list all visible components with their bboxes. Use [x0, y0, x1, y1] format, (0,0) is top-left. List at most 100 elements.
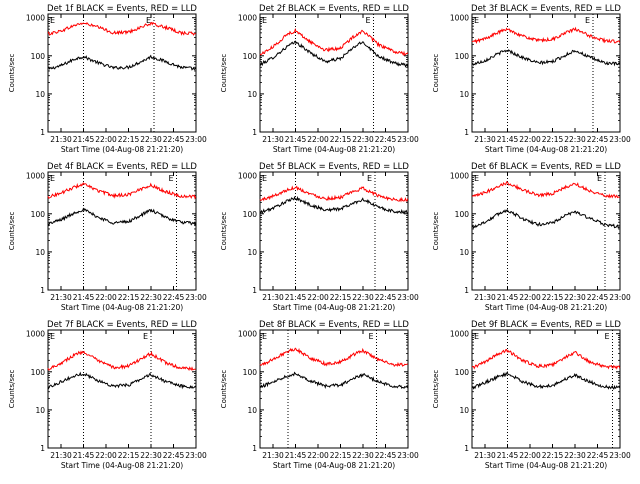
- x-tick-label: 22:45: [375, 293, 397, 302]
- panel-4: Det 4f BLACK = Events, RED = LLD 1 10 100 10…: [8, 162, 207, 312]
- x-tick-label: 22:15: [542, 451, 564, 460]
- y-tick-label: 10: [247, 90, 257, 99]
- series-line-events: [259, 40, 409, 68]
- marker-label: E: [366, 16, 371, 25]
- panel-title: Det 8f BLACK = Events, RED = LLD: [259, 320, 409, 330]
- plot-frame: [471, 13, 621, 133]
- x-tick-label: 21:45: [285, 293, 307, 302]
- x-tick-label: 21:30: [474, 451, 496, 460]
- x-tick-label: 22:45: [587, 135, 609, 144]
- y-axis-label: Counts/sec: [432, 370, 440, 409]
- series-line-lld: [259, 185, 409, 203]
- marker-label: E: [262, 332, 267, 341]
- panel-7: Det 7f BLACK = Events, RED = LLD 1 10 100 10…: [8, 320, 207, 470]
- x-tick-label: 21:45: [497, 451, 519, 460]
- series-line-lld: [471, 348, 621, 370]
- y-tick-label: 1: [40, 128, 45, 137]
- y-tick-label: 100: [243, 210, 258, 219]
- y-tick-label: 10: [459, 90, 469, 99]
- x-tick-label: 22:15: [542, 135, 564, 144]
- series-line-lld: [259, 347, 409, 367]
- x-tick-label: 22:30: [140, 135, 162, 144]
- x-tick-label: 21:45: [285, 451, 307, 460]
- y-tick-label: 1000: [238, 172, 257, 181]
- x-tick-label: 21:30: [50, 451, 72, 460]
- x-tick-label: 23:00: [397, 135, 419, 144]
- x-tick-label: 21:45: [285, 135, 307, 144]
- y-tick-label: 1: [40, 286, 45, 295]
- x-tick-label: 21:45: [73, 451, 95, 460]
- y-tick-label: 1000: [450, 14, 469, 23]
- x-tick-label: 22:45: [375, 135, 397, 144]
- series-line-events: [471, 49, 621, 67]
- x-axis-label: Start Time (04-Aug-08 21:21:20): [485, 145, 607, 154]
- y-tick-label: 1: [464, 286, 469, 295]
- panel-title: Det 3f BLACK = Events, RED = LLD: [471, 4, 621, 14]
- marker-label: E: [262, 174, 267, 183]
- y-tick-label: 10: [459, 248, 469, 257]
- x-tick-label: 22:45: [375, 451, 397, 460]
- series-line-events: [471, 208, 620, 229]
- y-tick-label: 1000: [450, 172, 469, 181]
- x-tick-label: 22:45: [587, 451, 609, 460]
- marker-label: E: [50, 174, 55, 183]
- x-tick-label: 22:00: [307, 293, 329, 302]
- y-tick-label: 100: [455, 52, 470, 61]
- y-tick-label: 1000: [26, 172, 45, 181]
- x-axis-label: Start Time (04-Aug-08 21:21:20): [61, 145, 183, 154]
- y-tick-label: 1000: [238, 14, 257, 23]
- x-tick-label: 21:30: [262, 451, 284, 460]
- panel-title: Det 6f BLACK = Events, RED = LLD: [471, 162, 621, 172]
- x-tick-label: 22:45: [163, 451, 185, 460]
- marker-label: E: [262, 16, 267, 25]
- panel-title: Det 1f BLACK = Events, RED = LLD: [47, 4, 197, 14]
- marker-label: E: [597, 174, 602, 183]
- y-tick-label: 1: [464, 128, 469, 137]
- x-tick-label: 22:30: [352, 135, 374, 144]
- marker-label: E: [474, 174, 479, 183]
- y-tick-label: 1: [252, 286, 257, 295]
- y-tick-label: 1: [40, 444, 45, 453]
- y-tick-label: 10: [247, 248, 257, 257]
- x-tick-label: 22:45: [587, 293, 609, 302]
- x-tick-label: 23:00: [185, 135, 207, 144]
- x-tick-label: 22:00: [307, 135, 329, 144]
- panel-8: Det 8f BLACK = Events, RED = LLD 1 10 100 10…: [220, 320, 419, 470]
- x-tick-label: 23:00: [397, 293, 419, 302]
- x-tick-label: 23:00: [609, 451, 631, 460]
- x-tick-label: 21:30: [474, 135, 496, 144]
- x-tick-label: 23:00: [185, 293, 207, 302]
- panel-1: Det 1f BLACK = Events, RED = LLD 1 10 100 10…: [8, 4, 207, 154]
- y-tick-label: 100: [455, 210, 470, 219]
- y-axis-label: Counts/sec: [220, 54, 228, 93]
- panel-title: Det 2f BLACK = Events, RED = LLD: [259, 4, 409, 14]
- x-tick-label: 22:30: [564, 135, 586, 144]
- panel-title: Det 5f BLACK = Events, RED = LLD: [259, 162, 409, 172]
- y-axis-label: Counts/sec: [432, 212, 440, 251]
- plot-frame: [47, 13, 197, 133]
- x-tick-label: 22:30: [564, 293, 586, 302]
- series-line-events: [471, 370, 621, 390]
- y-tick-label: 10: [35, 406, 45, 415]
- y-tick-label: 100: [455, 368, 470, 377]
- x-tick-label: 21:45: [497, 293, 519, 302]
- y-tick-label: 100: [31, 368, 46, 377]
- marker-label: E: [585, 16, 590, 25]
- x-axis-label: Start Time (04-Aug-08 21:21:20): [485, 461, 607, 470]
- series-line-lld: [47, 181, 197, 200]
- y-tick-label: 1: [252, 128, 257, 137]
- marker-label: E: [474, 16, 479, 25]
- x-tick-label: 21:30: [474, 293, 496, 302]
- marker-label: E: [143, 332, 148, 341]
- series-line-events: [47, 207, 197, 227]
- x-tick-label: 22:15: [118, 293, 140, 302]
- y-axis-label: Counts/sec: [8, 370, 16, 409]
- panel-title: Det 9f BLACK = Events, RED = LLD: [471, 320, 621, 330]
- marker-label: E: [169, 174, 174, 183]
- x-tick-label: 22:00: [307, 451, 329, 460]
- y-axis-label: Counts/sec: [220, 212, 228, 251]
- panel-3: Det 3f BLACK = Events, RED = LLD 1 10 100 10…: [432, 4, 631, 154]
- series-line-events: [47, 54, 197, 71]
